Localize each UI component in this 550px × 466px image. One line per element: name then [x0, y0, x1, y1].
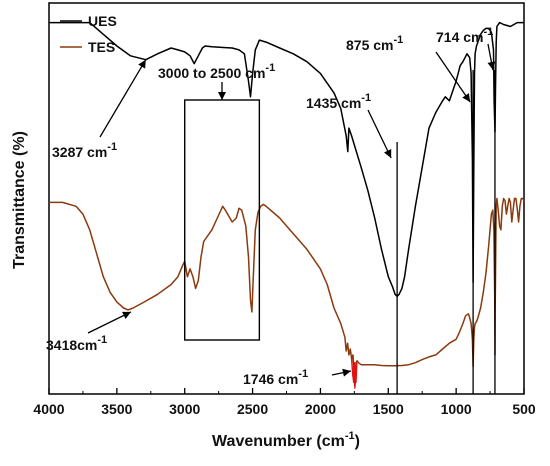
arrow-875-line — [435, 51, 471, 103]
arrow-1435-line — [367, 109, 392, 159]
annotation-ues-714: 714 cm-1 — [436, 26, 493, 45]
series-line-tes — [49, 197, 525, 387]
annotation-layer: 3287 cm-1 3000 to 2500 cm-1 1435 cm-1 875 c… — [46, 26, 496, 394]
x-tick-label-1000: 1000 — [441, 401, 472, 417]
series-line-tes-highlight — [350, 358, 358, 389]
x-tick-label-2000: 2000 — [305, 401, 336, 417]
annotation-ues-875: 875 cm-1 — [346, 34, 403, 53]
legend: UES TES — [60, 13, 117, 55]
legend-label-ues: UES — [88, 13, 117, 29]
x-tick-label-3000: 3000 — [169, 401, 200, 417]
series-line-ues — [49, 21, 524, 298]
legend-label-tes: TES — [88, 39, 115, 55]
x-tick-label-1500: 1500 — [373, 401, 404, 417]
arrow-1746-head — [342, 368, 351, 377]
annotation-ues-1435: 1435 cm-1 — [306, 92, 371, 111]
x-tick-label-3500: 3500 — [101, 401, 132, 417]
x-tick-label-2500: 2500 — [237, 401, 268, 417]
annotation-ues-3287: 3287 cm-1 — [52, 141, 117, 160]
arrow-1435-head — [384, 149, 392, 158]
arrow-3287-head — [138, 59, 146, 69]
arrow-875-head — [462, 93, 471, 102]
arrow-3418-head — [122, 311, 131, 320]
plot-area-frame — [48, 2, 525, 395]
arrow-714-head — [487, 61, 496, 70]
arrow-3287-line — [99, 59, 147, 138]
annotation-range-3000-2500: 3000 to 2500 cm-1 — [158, 62, 275, 81]
arrow-3000-2500-head — [218, 92, 226, 100]
annotation-tes-1746: 1746 cm-1 — [243, 368, 308, 387]
x-tick-label-4000: 4000 — [33, 401, 64, 417]
x-tick-label-500: 500 — [512, 401, 536, 417]
x-axis-ticks: 4000 3500 3000 2500 2000 1500 1000 500 — [33, 388, 536, 417]
region-box — [184, 99, 261, 341]
x-axis-title: Wavenumber (cm-1) — [212, 430, 360, 450]
y-axis-title: Transmittance (%) — [11, 131, 28, 269]
annotation-tes-3418: 3418cm-1 — [46, 334, 107, 353]
series-layer — [49, 21, 525, 389]
